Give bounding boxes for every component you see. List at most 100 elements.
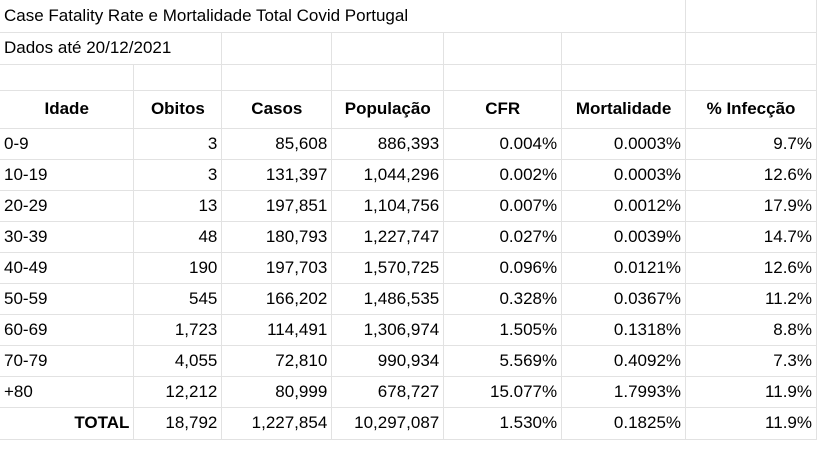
cell-obitos[interactable]: 545 bbox=[133, 283, 223, 315]
cell[interactable] bbox=[443, 64, 563, 91]
total-casos[interactable]: 1,227,854 bbox=[221, 407, 333, 440]
cell-obitos[interactable]: 3 bbox=[133, 128, 223, 160]
cell-cfr[interactable]: 0.027% bbox=[443, 221, 563, 253]
cell-idade[interactable]: 60-69 bbox=[0, 314, 135, 346]
cell-mortalidade[interactable]: 0.0367% bbox=[561, 283, 687, 315]
cell-populacao[interactable]: 1,486,535 bbox=[331, 283, 445, 315]
cell-obitos[interactable]: 13 bbox=[133, 190, 223, 222]
cell-mortalidade[interactable]: 0.0003% bbox=[561, 159, 687, 191]
header-populacao[interactable]: População bbox=[331, 90, 445, 129]
cell-populacao[interactable]: 1,570,725 bbox=[331, 252, 445, 284]
cell-idade[interactable]: 50-59 bbox=[0, 283, 135, 315]
table-row: 10-19 3 131,397 1,044,296 0.002% 0.0003% 12.6% bbox=[0, 159, 817, 191]
header-casos[interactable]: Casos bbox=[221, 90, 333, 129]
cell-casos[interactable]: 85,608 bbox=[221, 128, 333, 160]
cell-infeccao[interactable]: 9.7% bbox=[685, 128, 817, 160]
cell[interactable] bbox=[685, 64, 817, 91]
cell-infeccao[interactable]: 12.6% bbox=[685, 252, 817, 284]
sheet-subtitle[interactable]: Dados até 20/12/2021 bbox=[0, 32, 223, 65]
table-row: 40-49 190 197,703 1,570,725 0.096% 0.0121% 12.… bbox=[0, 252, 817, 284]
sheet-title[interactable]: Case Fatality Rate e Mortalidade Total C… bbox=[0, 0, 562, 33]
total-label[interactable]: TOTAL bbox=[0, 407, 135, 440]
cell-casos[interactable]: 197,851 bbox=[221, 190, 333, 222]
cell-cfr[interactable]: 0.007% bbox=[443, 190, 563, 222]
cell-mortalidade[interactable]: 1.7993% bbox=[561, 376, 687, 408]
cell-mortalidade[interactable]: 0.4092% bbox=[561, 345, 687, 377]
cell[interactable] bbox=[685, 32, 817, 65]
cell-infeccao[interactable]: 11.2% bbox=[685, 283, 817, 315]
cell-obitos[interactable]: 190 bbox=[133, 252, 223, 284]
table-row: 30-39 48 180,793 1,227,747 0.027% 0.0039% 14.7… bbox=[0, 221, 817, 253]
cell-idade[interactable]: 20-29 bbox=[0, 190, 135, 222]
cell[interactable] bbox=[0, 64, 135, 91]
cell[interactable] bbox=[221, 32, 333, 65]
total-infeccao[interactable]: 11.9% bbox=[685, 407, 817, 440]
cell[interactable] bbox=[443, 32, 563, 65]
cell-casos[interactable]: 180,793 bbox=[221, 221, 333, 253]
cell-mortalidade[interactable]: 0.1318% bbox=[561, 314, 687, 346]
cell[interactable] bbox=[561, 64, 687, 91]
cell-infeccao[interactable]: 12.6% bbox=[685, 159, 817, 191]
header-infeccao[interactable]: % Infecção bbox=[685, 90, 817, 129]
cell[interactable] bbox=[133, 64, 223, 91]
cell-casos[interactable]: 166,202 bbox=[221, 283, 333, 315]
total-populacao[interactable]: 10,297,087 bbox=[331, 407, 445, 440]
cell-casos[interactable]: 114,491 bbox=[221, 314, 333, 346]
cell-idade[interactable]: 30-39 bbox=[0, 221, 135, 253]
cell-mortalidade[interactable]: 0.0039% bbox=[561, 221, 687, 253]
cell[interactable] bbox=[561, 32, 687, 65]
cell-cfr[interactable]: 0.096% bbox=[443, 252, 563, 284]
cell-populacao[interactable]: 1,104,756 bbox=[331, 190, 445, 222]
data-table: Case Fatality Rate e Mortalidade Total C… bbox=[0, 0, 817, 440]
cell-cfr[interactable]: 0.004% bbox=[443, 128, 563, 160]
total-mortalidade[interactable]: 0.1825% bbox=[561, 407, 687, 440]
cell-obitos[interactable]: 4,055 bbox=[133, 345, 223, 377]
cell-cfr[interactable]: 0.328% bbox=[443, 283, 563, 315]
cell-idade[interactable]: 10-19 bbox=[0, 159, 135, 191]
header-cfr[interactable]: CFR bbox=[443, 90, 563, 129]
cell-infeccao[interactable]: 17.9% bbox=[685, 190, 817, 222]
cell-infeccao[interactable]: 8.8% bbox=[685, 314, 817, 346]
cell-obitos[interactable]: 3 bbox=[133, 159, 223, 191]
cell[interactable] bbox=[331, 64, 445, 91]
cell-populacao[interactable]: 678,727 bbox=[331, 376, 445, 408]
cell-infeccao[interactable]: 14.7% bbox=[685, 221, 817, 253]
cell[interactable] bbox=[331, 32, 445, 65]
cell-populacao[interactable]: 886,393 bbox=[331, 128, 445, 160]
cell-idade[interactable]: 0-9 bbox=[0, 128, 135, 160]
cell-casos[interactable]: 197,703 bbox=[221, 252, 333, 284]
cell-cfr[interactable]: 0.002% bbox=[443, 159, 563, 191]
cell-populacao[interactable]: 1,306,974 bbox=[331, 314, 445, 346]
cell-cfr[interactable]: 1.505% bbox=[443, 314, 563, 346]
cell-cfr[interactable]: 15.077% bbox=[443, 376, 563, 408]
cell-casos[interactable]: 80,999 bbox=[221, 376, 333, 408]
cell-infeccao[interactable]: 11.9% bbox=[685, 376, 817, 408]
cell-mortalidade[interactable]: 0.0003% bbox=[561, 128, 687, 160]
cell-populacao[interactable]: 1,044,296 bbox=[331, 159, 445, 191]
table-row: 70-79 4,055 72,810 990,934 5.569% 0.4092% 7.3% bbox=[0, 345, 817, 377]
cell-casos[interactable]: 131,397 bbox=[221, 159, 333, 191]
cell-casos[interactable]: 72,810 bbox=[221, 345, 333, 377]
cell-idade[interactable]: 70-79 bbox=[0, 345, 135, 377]
header-idade[interactable]: Idade bbox=[0, 90, 135, 129]
total-obitos[interactable]: 18,792 bbox=[133, 407, 223, 440]
cell-obitos[interactable]: 48 bbox=[133, 221, 223, 253]
cell-mortalidade[interactable]: 0.0121% bbox=[561, 252, 687, 284]
cell-idade[interactable]: +80 bbox=[0, 376, 135, 408]
cell-obitos[interactable]: 12,212 bbox=[133, 376, 223, 408]
header-obitos[interactable]: Obitos bbox=[133, 90, 223, 129]
total-cfr[interactable]: 1.530% bbox=[443, 407, 563, 440]
cell-idade[interactable]: 40-49 bbox=[0, 252, 135, 284]
cell-cfr[interactable]: 5.569% bbox=[443, 345, 563, 377]
cell-infeccao[interactable]: 7.3% bbox=[685, 345, 817, 377]
cell-populacao[interactable]: 1,227,747 bbox=[331, 221, 445, 253]
header-mortalidade[interactable]: Mortalidade bbox=[561, 90, 687, 129]
total-row: TOTAL 18,792 1,227,854 10,297,087 1.530%… bbox=[0, 407, 817, 440]
cell[interactable] bbox=[685, 0, 817, 33]
cell-obitos[interactable]: 1,723 bbox=[133, 314, 223, 346]
cell[interactable] bbox=[561, 0, 687, 33]
cell-mortalidade[interactable]: 0.0012% bbox=[561, 190, 687, 222]
cell[interactable] bbox=[221, 64, 333, 91]
cell-populacao[interactable]: 990,934 bbox=[331, 345, 445, 377]
